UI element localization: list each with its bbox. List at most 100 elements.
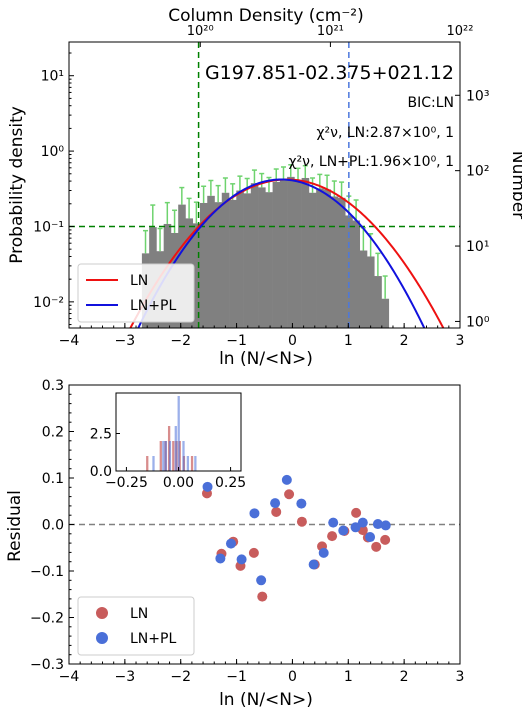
inset-ln-bar <box>159 441 162 471</box>
lnpl-residual-point <box>202 481 213 492</box>
y-tick-label: −0.1 <box>30 564 64 580</box>
y-tick-label: 0.3 <box>42 378 64 394</box>
inset-lnpl-bar <box>194 456 197 471</box>
inset-ln-bar <box>172 441 175 471</box>
inset-lnpl-bar <box>164 441 167 471</box>
y-tick-label: 0.0 <box>42 518 64 534</box>
lnpl-residual-point <box>281 474 292 485</box>
histogram-bar <box>272 181 281 328</box>
x-tick-label: 0 <box>288 333 297 349</box>
x-tick-label: −1 <box>226 333 247 349</box>
histogram-bar <box>308 192 317 328</box>
histogram-bar <box>359 250 368 328</box>
x-tick-label: −2 <box>170 333 191 349</box>
x-tick-label: −2 <box>170 669 191 685</box>
histogram-bar <box>294 181 302 328</box>
top-panel-y-ticks: 10⁻² 10⁻¹ 10⁰ 10¹ <box>33 52 74 326</box>
top-y-axis-label: Probability density <box>7 106 27 264</box>
histogram-bar <box>367 256 375 328</box>
x-tick-label: 2 <box>400 333 409 349</box>
inset-ticks: −0.25 0.00 0.25 0.0 2.5 <box>90 427 246 492</box>
x-tick-label: −4 <box>59 333 80 349</box>
lnpl-fit-curve <box>137 178 426 328</box>
inset-lnpl-bar <box>174 426 177 471</box>
x-tick-label: 1 <box>344 669 353 685</box>
lnpl-residual-point <box>215 553 226 564</box>
x-tick-label: −3 <box>115 333 136 349</box>
y-tick-label: 10¹ <box>41 69 64 85</box>
histogram-bar <box>345 215 353 328</box>
histogram-bar <box>279 179 288 328</box>
top-panel-top-ticks: 10²⁰ 10²¹ 10²² <box>187 24 474 47</box>
bottom-y-axis-label: Residual <box>5 490 25 562</box>
legend-lnpl-marker <box>96 632 108 644</box>
ln-residual-point <box>327 531 338 542</box>
inset-lnpl-bar <box>186 456 190 471</box>
x-tick-label: 1 <box>344 333 353 349</box>
inset-histogram <box>146 396 197 471</box>
inset-lnpl-bar <box>168 441 172 471</box>
histogram-bar <box>229 199 237 328</box>
top-panel: −4 −3 −2 −1 0 1 2 3 10⁻² 10⁻¹ 10⁰ 10¹ 10⁰ 10¹ 10² 10³… <box>7 6 522 369</box>
inset-x-tick-label: 0.25 <box>215 475 246 491</box>
lnpl-residual-point <box>296 498 307 509</box>
lnpl-residual-point <box>225 538 236 549</box>
inset-ln-bar <box>146 456 149 471</box>
histogram-bar <box>337 197 346 328</box>
histogram-bar <box>221 192 230 328</box>
ln-residual-point <box>257 591 268 602</box>
histogram-bar <box>352 220 361 328</box>
right-tick-label: 10² <box>466 164 489 180</box>
histogram-bar <box>316 188 324 328</box>
right-tick-label: 10³ <box>466 88 489 104</box>
column-density-label: Column Density (cm⁻²) <box>168 6 364 26</box>
legend-ln-marker <box>96 607 108 619</box>
lnpl-residual-point <box>236 554 247 565</box>
inset-x-tick-label: −0.25 <box>105 475 148 491</box>
y-tick-label: 0.2 <box>42 425 64 441</box>
top-panel-right-ticks: 10⁰ 10¹ 10² 10³ <box>455 88 490 330</box>
top-plot-frame <box>68 41 461 329</box>
histogram-bar <box>236 190 244 328</box>
inset-lnpl-bar <box>177 396 180 471</box>
ln-residual-point <box>351 507 362 518</box>
histogram-bar <box>243 193 252 328</box>
y-tick-label: −0.2 <box>30 611 64 627</box>
y-tick-label: 10⁻² <box>33 295 64 311</box>
lnpl-residual-point <box>308 559 319 570</box>
inset-lnpl-bar <box>162 441 165 471</box>
right-tick-label: 10⁰ <box>466 314 490 330</box>
bic-annotation: BIC:LN <box>408 95 455 111</box>
legend-lnpl-label: LN+PL <box>130 298 176 314</box>
inset-y-tick-label: 0.0 <box>90 464 112 480</box>
x-tick-label: −3 <box>115 669 136 685</box>
legend-ln-label: LN <box>130 273 148 289</box>
histogram-bar <box>207 195 215 328</box>
histogram-bar <box>265 192 273 328</box>
legend2-ln-label: LN <box>130 606 148 622</box>
ln-residual-point <box>371 541 382 552</box>
x-tick-label: −1 <box>226 669 247 685</box>
ln-residual-point <box>380 534 391 545</box>
residual-points <box>201 474 391 602</box>
reference-lines <box>69 42 460 328</box>
y-tick-label: −0.3 <box>30 657 64 673</box>
histogram-bar <box>258 187 266 328</box>
inset-x-tick-label: 0.00 <box>163 475 194 491</box>
histogram-bar <box>250 183 259 328</box>
x-tick-label: 3 <box>456 669 465 685</box>
x-tick-label: 2 <box>400 669 409 685</box>
histogram-bar <box>374 276 382 328</box>
y-tick-label: 0.1 <box>42 471 64 487</box>
bottom-panel-x-ticks: −4 −3 −2 −1 0 1 2 3 <box>59 659 465 685</box>
lnpl-residual-point <box>365 532 376 543</box>
bottom-x-axis-label: ln (N/<N>) <box>219 690 313 710</box>
lnpl-residual-point <box>249 508 260 519</box>
legend2-lnpl-label: LN+PL <box>130 631 176 647</box>
histogram-bar <box>301 177 310 328</box>
top-tick-label: 10²² <box>447 24 474 39</box>
y-tick-label: 10⁻¹ <box>33 219 64 235</box>
lnpl-residual-point <box>380 520 391 531</box>
y-tick-label: 10⁰ <box>41 144 65 160</box>
